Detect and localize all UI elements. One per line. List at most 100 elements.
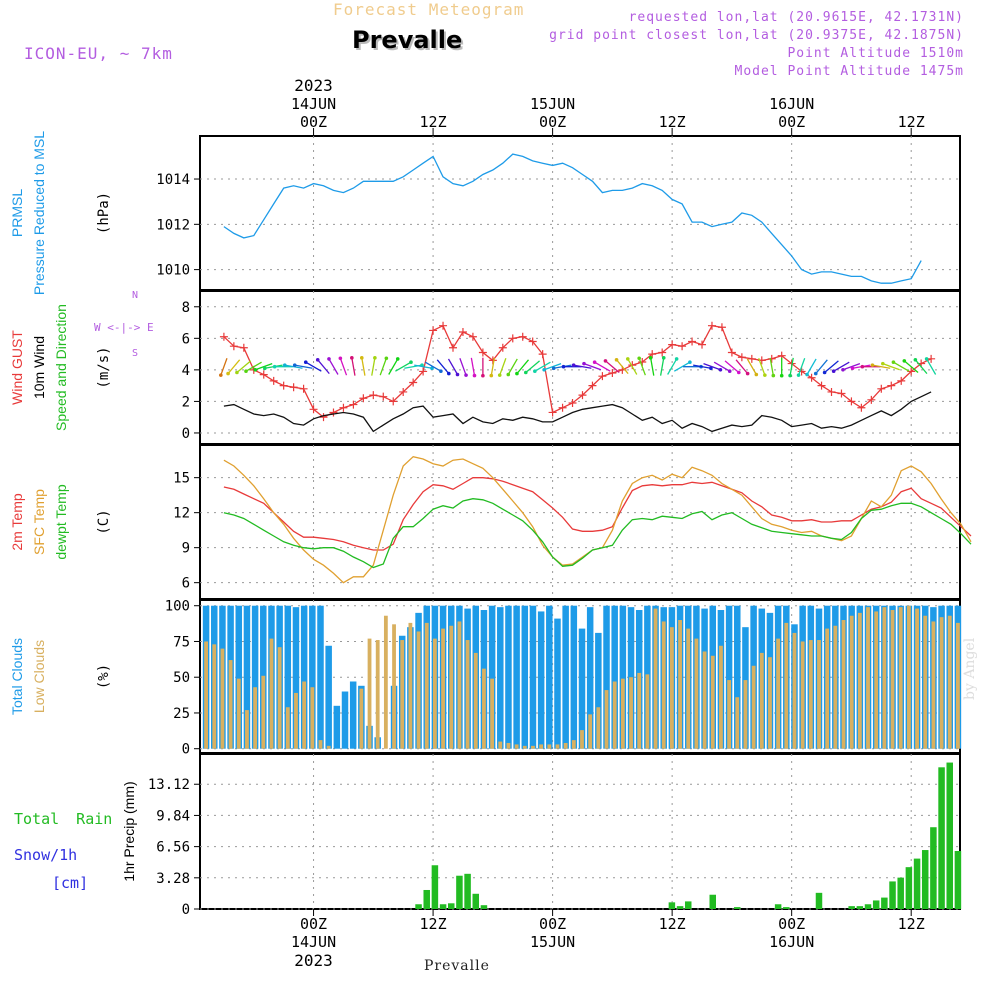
panel-1-ylabel-0: Wind GUST: [9, 330, 25, 405]
panel-2-line-2: [223, 498, 972, 569]
panel-3-bar-0-13: [309, 605, 316, 749]
top-date-2: 16JUN: [769, 95, 814, 113]
wind-arrow-70: [914, 359, 928, 375]
compass-n: N: [132, 290, 138, 301]
panel-4-bar-0-88: [921, 850, 929, 909]
panel-3-bar-1-74: [808, 640, 813, 749]
panel-4-ytick-label-3: 9.84: [156, 808, 190, 824]
panel-4-ytick-label-1: 3.28: [156, 871, 190, 887]
wind-arrow-30: [516, 359, 530, 375]
panel-3-bar-0-35: [488, 605, 496, 749]
wind-arrow-1: [227, 359, 241, 375]
panel-3-bar-0-45: [570, 605, 578, 749]
panel-3-bar-1-59: [686, 628, 691, 749]
panel-3-bar-1-47: [588, 714, 593, 749]
panel-4-bar-0-59: [684, 901, 692, 909]
wind-arrow-head-54: [763, 373, 767, 377]
gust-marker-50: [717, 323, 726, 332]
gust-marker-20: [419, 367, 428, 376]
panel-3-bar-1-24: [400, 640, 405, 749]
panel-3-bar-1-88: [923, 615, 928, 749]
panel-4-bar-0-87: [913, 858, 921, 909]
panel-3-bar-1-76: [825, 628, 830, 749]
gust-marker-6: [279, 381, 288, 390]
top-tick-label-1: 12Z: [420, 113, 447, 131]
wind-arrow-head-9: [303, 360, 308, 365]
gust-marker-63: [847, 397, 856, 406]
wind-arrow-head-16: [384, 356, 389, 361]
panel-3-bar-1-85: [898, 607, 903, 749]
wind-arrow-8: [294, 364, 313, 369]
panel-0-ytick-label-1: 1012: [156, 217, 190, 233]
wind-arrow-9: [305, 361, 322, 372]
panel-3-bar-0-46: [578, 628, 586, 749]
wind-arrow-head-21: [439, 369, 443, 374]
panel-3-ylabel-1: Low Clouds: [31, 640, 47, 713]
wind-arrow-57: [789, 357, 794, 376]
panel-3-bar-1-32: [465, 640, 470, 749]
panel-3-bar-0-51: [619, 605, 627, 749]
panel-4-bar-0-57: [668, 902, 676, 909]
panel-3-ytick-label-1: 25: [173, 706, 190, 722]
wind-arrow-33: [543, 363, 562, 371]
gust-marker-43: [648, 350, 657, 359]
wind-arrow-11: [328, 358, 339, 375]
total-rain-label: Total Rain: [14, 810, 113, 828]
wind-arrow-39: [605, 360, 620, 373]
panel-0-ytick-label-2: 1014: [156, 172, 190, 188]
panel-3-bar-0-41: [537, 611, 545, 749]
top-year: 2023: [294, 76, 333, 95]
wind-arrow-head-63: [841, 367, 845, 372]
panel-0-ylabel-1: Pressure Reduced to MSL: [31, 131, 47, 295]
wind-arrow-head-57: [788, 373, 792, 378]
gust-marker-21: [429, 326, 438, 335]
wind-arrow-head-59: [805, 372, 809, 377]
requested-coords: requested lon,lat (20.9615E, 42.1731N): [628, 10, 964, 25]
footer-location: Prevalle: [424, 958, 490, 974]
wind-arrow-head-46: [688, 360, 692, 365]
panel-3-bar-1-33: [473, 652, 478, 749]
gust-marker-66: [877, 384, 886, 393]
panel-3-bar-0-17: [341, 691, 349, 749]
wind-arrow-18: [395, 361, 412, 372]
panel-1-line-1: [223, 391, 932, 433]
panel-3-bar-1-19: [359, 688, 364, 749]
gust-marker-25: [468, 332, 477, 341]
panel-4-bar-0-30: [447, 903, 455, 909]
gust-marker-36: [578, 391, 587, 400]
panel-4-bar-0-89: [930, 827, 937, 909]
wind-arrow-head-64: [850, 366, 855, 371]
top-tick-label-3: 12Z: [659, 113, 686, 131]
panel-3-bar-1-6: [253, 687, 258, 749]
bottom-tick-label-5: 12Z: [898, 915, 925, 933]
model-altitude: Model Point Altitude 1475m: [734, 64, 964, 79]
wind-arrow-42: [638, 358, 646, 376]
top-date-1: 15JUN: [530, 95, 575, 113]
wind-arrow-head-44: [661, 356, 666, 360]
panel-3-bar-1-29: [441, 628, 445, 749]
top-tick-label-4: 00Z: [778, 113, 805, 131]
gust-marker-18: [399, 387, 408, 396]
gust-marker-68: [897, 376, 906, 385]
panel-3-bar-1-55: [653, 608, 658, 749]
gust-marker-37: [588, 381, 597, 390]
panel-3-unit: (%): [96, 664, 112, 689]
gust-marker-53: [747, 354, 756, 363]
gust-marker-60: [817, 381, 826, 390]
panel-4-bar-0-82: [872, 900, 880, 909]
panel-3-bar-1-60: [694, 638, 699, 749]
panel-3-bar-1-67: [751, 665, 756, 749]
panel-3-bar-0-10: [284, 605, 292, 749]
panel-3-bar-1-45: [571, 740, 576, 749]
panel-3-bar-0-44: [562, 605, 569, 749]
panel-3-bar-0-36: [497, 607, 504, 749]
gust-marker-4: [259, 370, 268, 379]
wind-arrow-63: [842, 363, 861, 371]
panel-3-bar-1-49: [604, 690, 609, 749]
wind-arrow-2: [236, 360, 252, 373]
wind-arrow-37: [583, 363, 602, 371]
panel-1-ytick-label-3: 6: [182, 331, 190, 347]
panel-3-bar-1-4: [236, 678, 241, 749]
bottom-tick-label-0: 00Z: [300, 915, 327, 933]
panel-3-bar-1-61: [702, 651, 707, 749]
